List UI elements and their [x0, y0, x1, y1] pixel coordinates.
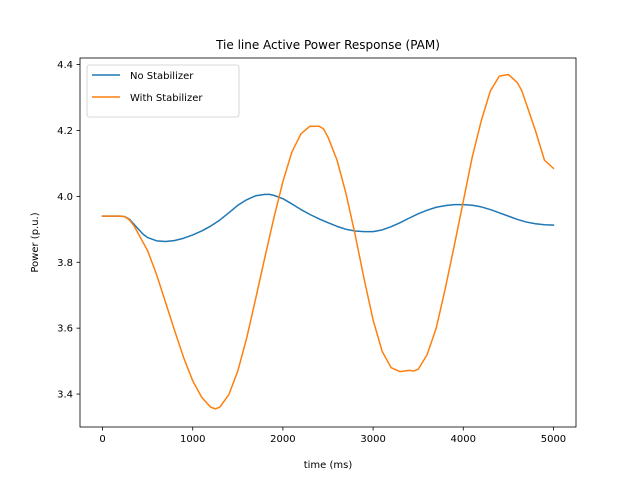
y-tick-label: 3.6 [57, 324, 73, 335]
chart-title: Tie line Active Power Response (PAM) [215, 38, 440, 52]
series-line-1 [101, 193, 555, 243]
plot-content [101, 73, 555, 410]
x-tick-label: 0 [99, 434, 105, 445]
x-tick-label: 2000 [270, 434, 295, 445]
plot-frame [79, 57, 577, 428]
y-tick-label: 3.8 [57, 258, 73, 269]
legend: No Stabilizer With Stabilizer [86, 64, 240, 118]
x-tick-label: 5000 [541, 434, 566, 445]
y-tick-label: 4.2 [57, 126, 73, 137]
x-tick-label: 3000 [360, 434, 385, 445]
legend-label-2: With Stabilizer [130, 93, 203, 104]
x-tick-label: 4000 [451, 434, 476, 445]
x-tick-label: 1000 [180, 434, 205, 445]
x-axis-label: time (ms) [304, 460, 353, 471]
legend-box [86, 64, 240, 118]
y-tick-label: 4.0 [57, 192, 73, 203]
y-axis: 3.4 3.6 3.8 4.0 4.2 4.4 [57, 60, 80, 401]
x-axis: 0 1000 2000 3000 4000 5000 [99, 427, 566, 445]
y-axis-label: Power (p.u.) [30, 212, 41, 272]
y-tick-label: 4.4 [57, 60, 73, 71]
legend-label-1: No Stabilizer [130, 71, 194, 82]
y-tick-label: 3.4 [57, 390, 73, 401]
series-line-2 [101, 73, 555, 410]
